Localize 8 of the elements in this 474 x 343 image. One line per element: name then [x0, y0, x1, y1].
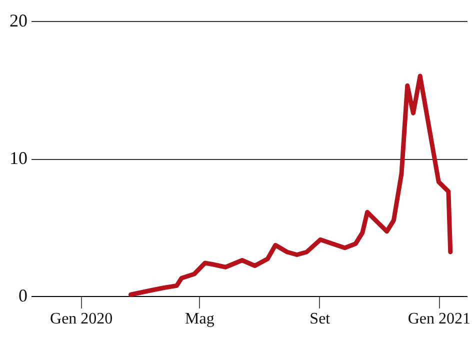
y-tick-label: 0	[18, 286, 28, 306]
y-tick-label: 10	[10, 148, 28, 168]
y-tick-label: 20	[10, 10, 28, 30]
x-tick-label: Gen 2020	[50, 310, 113, 328]
x-tick-label: Set	[310, 310, 331, 328]
x-tick-label: Gen 2021	[408, 310, 470, 328]
line-series	[128, 74, 453, 297]
x-tick-label: Mag	[184, 310, 214, 328]
